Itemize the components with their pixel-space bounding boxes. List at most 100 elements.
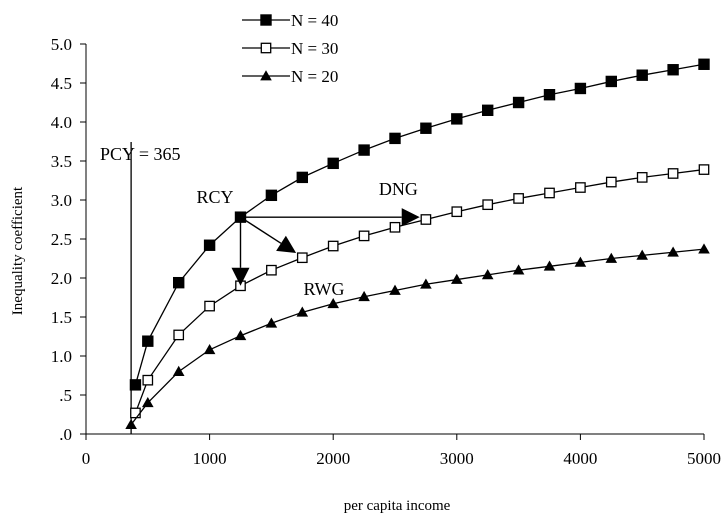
- data-point: [543, 89, 556, 101]
- data-point: [260, 42, 272, 54]
- arrow-head: [401, 208, 420, 227]
- y-tick-label: .0: [59, 425, 72, 444]
- data-point: [451, 113, 463, 125]
- data-point: [420, 122, 432, 134]
- series-line: [134, 63, 705, 386]
- data-point: [636, 249, 648, 260]
- label-rcy: RCY: [197, 187, 234, 207]
- data-point: [667, 64, 679, 76]
- y-tick-label: 4.0: [51, 113, 72, 132]
- series-3: [125, 243, 710, 429]
- data-point: [358, 230, 370, 242]
- y-tick-label: 3.0: [51, 191, 72, 210]
- data-point: [327, 157, 339, 170]
- data-point: [265, 189, 278, 202]
- legend-label: N = 20: [291, 67, 338, 86]
- data-point: [129, 379, 142, 391]
- data-point: [605, 75, 617, 88]
- data-point: [142, 374, 154, 386]
- arrow-head: [276, 235, 297, 254]
- legend-label: N = 40: [291, 11, 338, 30]
- data-point: [203, 239, 216, 251]
- series-line: [130, 248, 705, 426]
- arrow-dng: [240, 208, 420, 227]
- data-point: [636, 69, 648, 81]
- data-point: [172, 365, 185, 376]
- data-point: [358, 144, 370, 156]
- data-point: [420, 278, 432, 289]
- data-point: [636, 172, 648, 183]
- data-point: [667, 246, 679, 257]
- data-point: [260, 14, 272, 26]
- data-point: [574, 256, 587, 267]
- data-point: [482, 199, 494, 211]
- arrow-head: [231, 267, 250, 286]
- data-point: [358, 290, 370, 302]
- legend-item-3: N = 20: [242, 67, 338, 86]
- data-point: [173, 276, 185, 289]
- data-point: [389, 284, 401, 295]
- series-2: [130, 164, 710, 419]
- y-tick-label: .5: [59, 386, 72, 405]
- data-point: [698, 164, 710, 175]
- data-point: [142, 397, 154, 408]
- data-point: [482, 104, 494, 116]
- data-point: [265, 317, 278, 328]
- x-tick-label: 3000: [440, 449, 474, 468]
- arrow-shaft: [240, 216, 282, 244]
- x-axis-title: per capita income: [344, 498, 451, 514]
- y-axis-title: Inequality coefficient: [10, 186, 26, 315]
- data-point: [327, 240, 339, 252]
- y-axis-ticks: .0 .5 1.0 1.5 2.0 2.5 3.0 3.5 4.0 4.5 5.0: [51, 35, 86, 444]
- y-tick-label: 1.5: [51, 308, 72, 327]
- data-point: [512, 264, 525, 275]
- data-point: [260, 70, 272, 81]
- data-point: [698, 58, 710, 70]
- label-dng: DNG: [379, 179, 418, 199]
- data-point: [605, 252, 618, 263]
- arrow-rwg: [240, 216, 297, 254]
- legend-label: N = 30: [291, 39, 338, 58]
- data-point: [234, 329, 247, 341]
- data-point: [698, 243, 710, 254]
- data-point: [544, 187, 555, 199]
- legend-item-1: N = 40: [242, 11, 338, 30]
- data-point: [296, 171, 309, 184]
- data-point: [173, 329, 185, 341]
- data-point: [296, 252, 308, 264]
- pcy-label: PCY = 365: [100, 144, 181, 164]
- y-tick-label: 4.5: [51, 74, 72, 93]
- y-tick-label: 1.0: [51, 347, 72, 366]
- data-point: [513, 193, 524, 204]
- data-point: [389, 132, 401, 145]
- data-point: [574, 82, 587, 95]
- data-point: [451, 273, 463, 284]
- data-point: [512, 96, 525, 109]
- x-tick-label: 0: [82, 449, 91, 468]
- x-tick-label: 2000: [316, 449, 350, 468]
- data-point: [389, 221, 401, 233]
- x-tick-label: 4000: [563, 449, 597, 468]
- data-point: [481, 269, 494, 280]
- y-tick-label: 5.0: [51, 35, 72, 54]
- y-tick-label: 2.5: [51, 230, 72, 249]
- data-point: [420, 214, 432, 225]
- x-axis-ticks: 0 1000 2000 3000 4000 5000: [82, 434, 721, 468]
- x-tick-label: 5000: [687, 449, 721, 468]
- data-point: [203, 343, 216, 355]
- data-point: [327, 297, 339, 309]
- legend: N = 40 N = 30 N = 20: [242, 11, 338, 86]
- series-1: [129, 58, 710, 391]
- data-point: [667, 168, 679, 179]
- data-point: [266, 264, 277, 276]
- data-point: [130, 407, 141, 419]
- data-point: [125, 418, 137, 429]
- data-point: [575, 182, 586, 193]
- data-point: [451, 206, 463, 218]
- data-point: [543, 260, 556, 271]
- x-tick-label: 1000: [193, 449, 227, 468]
- y-tick-label: 2.0: [51, 269, 72, 288]
- label-rwg: RWG: [304, 279, 345, 299]
- legend-item-2: N = 30: [242, 39, 338, 58]
